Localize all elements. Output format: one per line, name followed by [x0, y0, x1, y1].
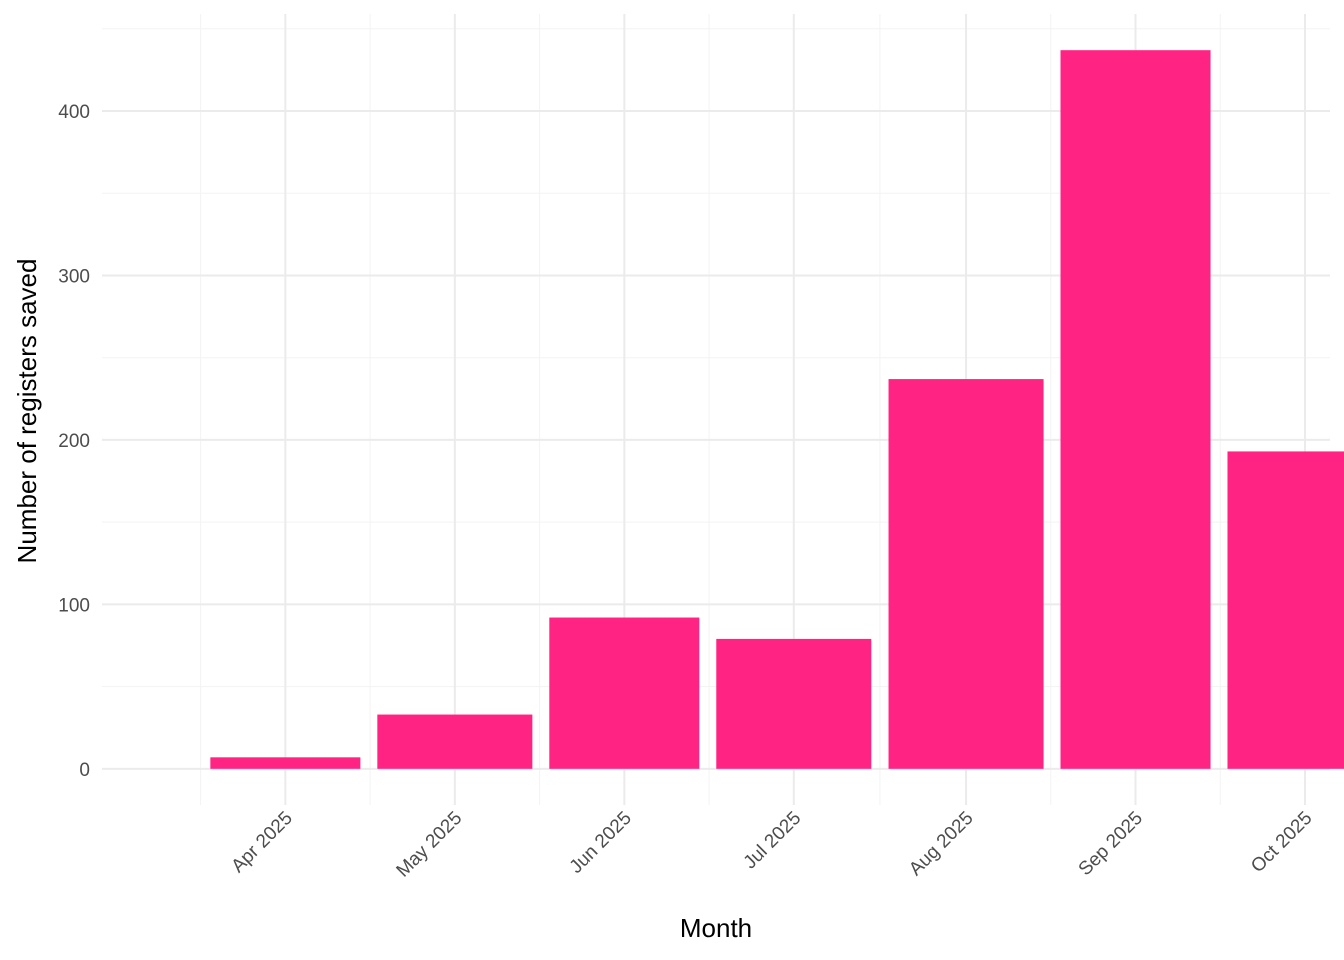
x-tick-label: Jul 2025 [740, 808, 806, 874]
bar-jun-2025 [549, 617, 700, 769]
bars [210, 50, 1344, 769]
bar-may-2025 [377, 714, 533, 769]
y-tick-label: 400 [58, 102, 90, 123]
x-tick-label: Jun 2025 [566, 808, 636, 878]
x-tick-label: Apr 2025 [228, 808, 297, 877]
x-tick-label: Sep 2025 [1075, 808, 1147, 880]
y-tick-label: 100 [58, 595, 90, 616]
bar-oct-2025 [1227, 451, 1344, 769]
y-axis-ticks: 0 100 200 300 400 [58, 102, 90, 781]
y-tick-label: 0 [79, 760, 90, 781]
x-axis-ticks: Apr 2025 May 2025 Jun 2025 Jul 2025 Aug 2025… [228, 808, 1317, 882]
bar-sep-2025 [1060, 50, 1211, 769]
x-axis-title: Month [680, 913, 752, 943]
bar-jul-2025 [716, 638, 872, 769]
y-tick-label: 300 [58, 266, 90, 287]
x-tick-label: Oct 2025 [1247, 808, 1316, 877]
bar-apr-2025 [210, 757, 361, 769]
x-tick-label: Aug 2025 [905, 808, 977, 880]
y-axis-title: Number of registers saved [12, 259, 42, 564]
bar-aug-2025 [888, 379, 1044, 769]
y-tick-label: 200 [58, 431, 90, 452]
x-tick-label: May 2025 [393, 808, 467, 882]
